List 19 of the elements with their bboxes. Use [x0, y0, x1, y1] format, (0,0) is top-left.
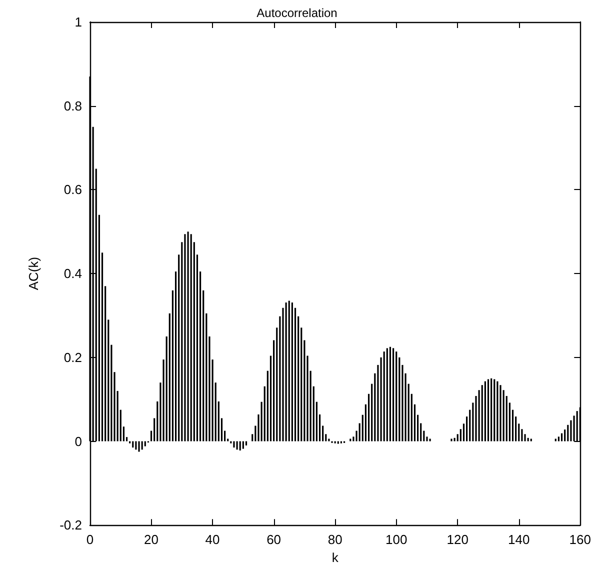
- x-tick-label: 160: [569, 532, 592, 548]
- y-tick-label: 0: [74, 434, 82, 449]
- x-axis-title: k: [332, 550, 339, 565]
- y-tick-label: 1: [74, 14, 82, 30]
- y-tick-label: 0.6: [64, 182, 82, 198]
- x-tick-label: 0: [86, 532, 94, 548]
- chart-title: Autocorrelation: [256, 6, 338, 20]
- x-tick-label: 140: [508, 532, 530, 548]
- x-tick-label: 20: [144, 532, 159, 548]
- x-tick-label: 80: [328, 532, 342, 548]
- y-tick-label: 0.8: [64, 98, 82, 114]
- y-tick-label: -0.2: [60, 518, 82, 533]
- x-tick-label: 100: [385, 532, 408, 548]
- x-tick-label: 60: [266, 532, 282, 548]
- y-axis-title: AC(k): [26, 256, 41, 290]
- y-tick-label: 0.2: [64, 350, 82, 365]
- x-tick-label: 40: [205, 532, 220, 548]
- y-tick-label: 0.4: [64, 266, 82, 282]
- x-tick-label: 120: [446, 532, 468, 548]
